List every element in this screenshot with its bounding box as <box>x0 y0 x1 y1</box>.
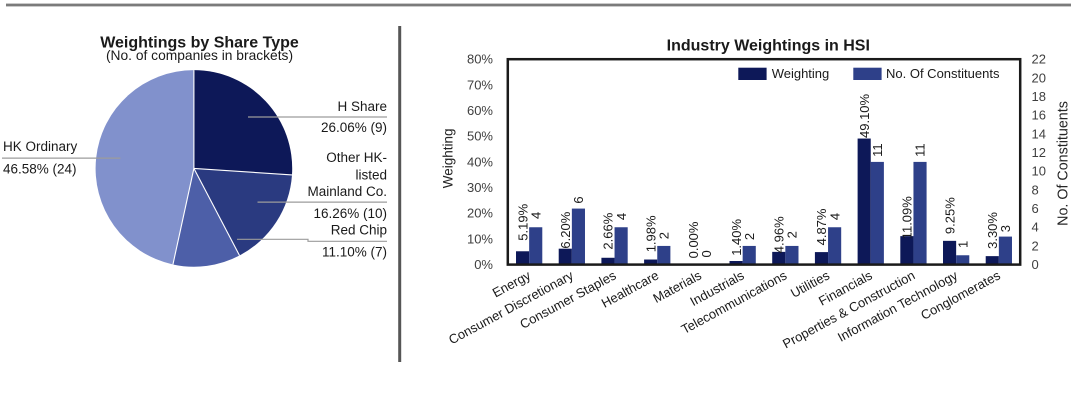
svg-text:4: 4 <box>528 212 543 219</box>
svg-text:HK Ordinary: HK Ordinary <box>3 139 78 154</box>
svg-text:2: 2 <box>657 232 672 239</box>
svg-text:14: 14 <box>1032 126 1046 141</box>
svg-text:10: 10 <box>1032 164 1046 179</box>
svg-text:Weighting: Weighting <box>772 66 830 81</box>
svg-text:20: 20 <box>1032 70 1046 85</box>
svg-text:60%: 60% <box>467 103 493 118</box>
svg-text:40%: 40% <box>467 154 493 169</box>
svg-text:16: 16 <box>1032 108 1046 123</box>
svg-text:4.96%: 4.96% <box>771 216 786 253</box>
svg-text:0%: 0% <box>474 257 493 272</box>
svg-text:0.00%: 0.00% <box>686 221 701 258</box>
svg-text:20%: 20% <box>467 206 493 221</box>
svg-text:6: 6 <box>571 196 586 203</box>
svg-text:No. Of Constituents: No. Of Constituents <box>886 66 1000 81</box>
svg-text:4.87%: 4.87% <box>814 208 829 245</box>
svg-text:9.25%: 9.25% <box>942 197 957 234</box>
svg-text:3: 3 <box>998 225 1013 232</box>
svg-text:11: 11 <box>913 143 928 157</box>
svg-text:2: 2 <box>785 231 800 238</box>
svg-text:3.30%: 3.30% <box>985 212 1000 249</box>
svg-text:4: 4 <box>827 213 842 220</box>
svg-text:16.26% (10): 16.26% (10) <box>313 206 387 221</box>
svg-text:1.98%: 1.98% <box>643 215 658 252</box>
svg-text:70%: 70% <box>467 77 493 92</box>
svg-text:2: 2 <box>1032 238 1039 253</box>
svg-text:5.19%: 5.19% <box>515 203 530 240</box>
svg-text:18: 18 <box>1032 89 1046 104</box>
svg-text:12: 12 <box>1032 145 1046 160</box>
svg-text:Red Chip: Red Chip <box>331 223 387 238</box>
svg-text:26.06% (9): 26.06% (9) <box>321 120 387 135</box>
svg-text:80%: 80% <box>467 52 493 67</box>
svg-text:6: 6 <box>1032 201 1039 216</box>
svg-text:No. Of Constituents: No. Of Constituents <box>1056 101 1072 226</box>
svg-text:30%: 30% <box>467 180 493 195</box>
svg-text:listed: listed <box>355 167 387 182</box>
svg-text:H Share: H Share <box>337 99 387 114</box>
svg-text:Weightings by Share Type: Weightings by Share Type <box>100 34 299 51</box>
svg-text:50%: 50% <box>467 129 493 144</box>
svg-text:46.58% (24): 46.58% (24) <box>3 162 77 177</box>
svg-text:2: 2 <box>742 233 757 240</box>
svg-text:11: 11 <box>870 143 885 157</box>
svg-text:Mainland Co.: Mainland Co. <box>307 184 387 199</box>
svg-text:8: 8 <box>1032 182 1039 197</box>
svg-text:Weighting: Weighting <box>441 129 456 189</box>
svg-text:11.09%: 11.09% <box>900 196 915 240</box>
svg-text:1: 1 <box>955 241 970 248</box>
svg-text:Other HK-: Other HK- <box>326 150 387 165</box>
svg-text:22: 22 <box>1032 52 1046 67</box>
svg-text:4: 4 <box>614 213 629 220</box>
svg-text:0: 0 <box>1032 257 1039 272</box>
svg-text:6.20%: 6.20% <box>558 211 573 248</box>
svg-text:10%: 10% <box>467 231 493 246</box>
svg-text:1.40%: 1.40% <box>729 218 744 255</box>
svg-text:4: 4 <box>1032 220 1039 235</box>
svg-text:11.10% (7): 11.10% (7) <box>322 245 387 260</box>
svg-text:Industry Weightings in HSI: Industry Weightings in HSI <box>667 38 870 55</box>
svg-text:0: 0 <box>699 250 714 257</box>
svg-text:2.66%: 2.66% <box>601 212 616 249</box>
svg-text:49.10%: 49.10% <box>857 93 872 138</box>
svg-text:(No. of companies in brackets): (No. of companies in brackets) <box>106 48 293 63</box>
